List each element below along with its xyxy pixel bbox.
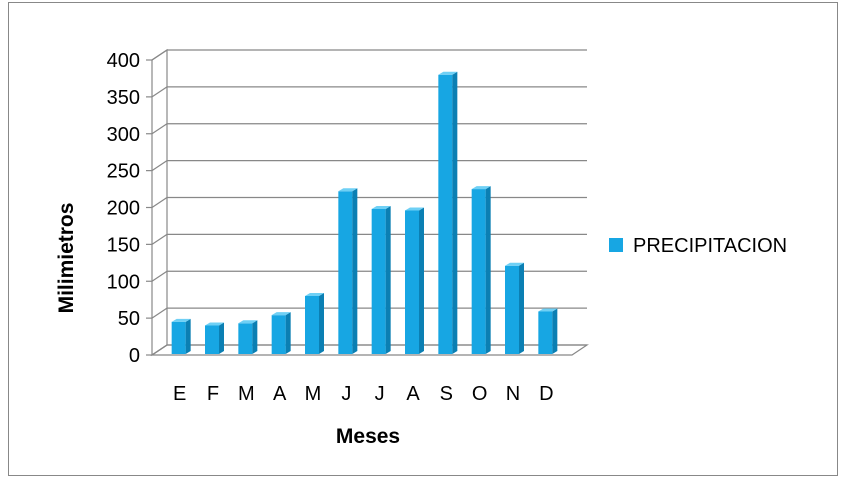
bar-front	[271, 315, 286, 354]
bar-top	[405, 207, 424, 211]
y-tick-label: 0	[129, 345, 140, 367]
bar-front	[505, 265, 519, 354]
gridline	[151, 160, 587, 172]
x-tick-label: E	[173, 383, 186, 405]
legend-swatch	[609, 238, 623, 252]
bar-front	[305, 296, 319, 354]
bar-top	[271, 312, 291, 316]
bar-top	[371, 205, 391, 209]
bar	[271, 312, 291, 354]
bar-top	[471, 186, 491, 190]
bar-front	[205, 325, 219, 354]
bar-side	[552, 308, 558, 354]
bar	[238, 320, 258, 354]
y-tick-label: 350	[107, 87, 140, 109]
bar-top	[205, 322, 224, 326]
bar-side	[485, 186, 491, 354]
bar	[505, 262, 524, 354]
x-tick-label: A	[406, 383, 420, 405]
bar-front	[371, 208, 386, 354]
bar	[405, 207, 424, 354]
x-axis-title: Meses	[336, 425, 400, 448]
y-tick-label: 400	[107, 50, 140, 72]
bar-top	[171, 318, 191, 322]
y-axis-title: Milimietros	[55, 203, 78, 314]
bar-front	[238, 323, 253, 354]
gridline	[151, 49, 587, 61]
bar-side	[252, 320, 258, 354]
gridline	[151, 196, 587, 208]
x-tick-label: J	[341, 383, 351, 405]
bar-front	[538, 311, 553, 354]
bar-top	[238, 320, 258, 324]
bar	[338, 188, 358, 354]
bar-top	[438, 71, 458, 75]
gridline	[151, 233, 587, 245]
x-tick-label: M	[305, 383, 322, 405]
bar	[305, 293, 324, 354]
bar-top	[305, 293, 324, 296]
y-tick-label: 150	[107, 234, 140, 256]
bar	[538, 308, 558, 354]
bar-front	[405, 210, 419, 354]
bar-side	[185, 318, 191, 354]
x-tick-label: S	[440, 383, 453, 405]
bar-side	[352, 188, 358, 354]
legend-label: PRECIPITACION	[633, 235, 787, 257]
bar-side	[452, 71, 458, 354]
y-tick-labels: 0 50 100 150 200 250 300 350 400	[107, 50, 140, 367]
bar	[471, 186, 491, 354]
bar	[171, 318, 191, 354]
x-tick-label: M	[238, 383, 255, 405]
bar-front	[171, 321, 186, 354]
bar-side	[319, 293, 324, 354]
gridline	[151, 123, 587, 135]
bar	[371, 205, 391, 354]
gridline	[151, 86, 587, 98]
bar-top	[338, 188, 358, 192]
y-tick-label: 250	[107, 161, 140, 183]
x-tick-label: N	[506, 383, 520, 405]
bars	[171, 71, 558, 354]
y-tick-label: 200	[107, 198, 140, 220]
legend: PRECIPITACION	[609, 235, 787, 257]
x-tick-label: A	[273, 383, 287, 405]
x-tick-label: O	[472, 383, 488, 405]
bar-side	[219, 322, 224, 354]
bar-side	[285, 312, 291, 354]
bar	[438, 71, 458, 354]
bar-front	[338, 191, 353, 354]
y-tick-label: 100	[107, 271, 140, 293]
x-tick-label: D	[539, 383, 553, 405]
bar	[205, 322, 224, 354]
bar-side	[385, 205, 391, 354]
y-tick-label: 50	[118, 308, 140, 330]
bar-side	[519, 262, 524, 354]
x-tick-label: J	[375, 383, 385, 405]
bar-front	[471, 189, 486, 354]
x-tick-label: F	[207, 383, 219, 405]
bar-top	[505, 262, 524, 266]
bar-side	[419, 207, 424, 354]
bar-front	[438, 74, 453, 354]
y-tick-label: 300	[107, 124, 140, 146]
bar-top	[538, 308, 558, 312]
